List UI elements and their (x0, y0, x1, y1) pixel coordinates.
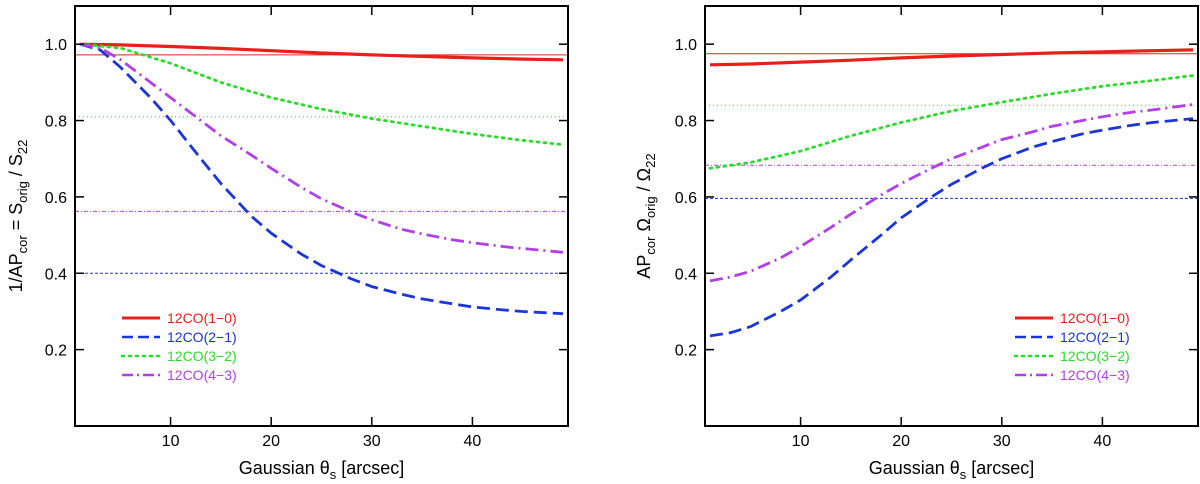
y-tick-label: 1.0 (45, 37, 67, 54)
legend-label: 12CO(4−3) (167, 367, 237, 383)
legend-label: 12CO(4−3) (1060, 367, 1130, 383)
y-tick-label: 0.6 (45, 190, 67, 207)
x-tick-label: 40 (1094, 433, 1112, 450)
x-axis-label: Gaussian θs [arcsec] (239, 458, 405, 482)
x-tick-label: 20 (262, 433, 280, 450)
legend-label: 12CO(3−2) (1060, 348, 1130, 364)
x-axis-label: Gaussian θs [arcsec] (869, 458, 1035, 482)
x-tick-label: 10 (792, 433, 810, 450)
legend-12co-2-1: 12CO(2−1) (122, 329, 237, 345)
legend-12co-4-3: 12CO(4−3) (122, 367, 237, 383)
series-12co-1-0 (709, 48, 1194, 67)
y-tick-label: 0.8 (45, 114, 67, 131)
series-12co-2-1 (709, 117, 1194, 338)
y-tick-label: 0.4 (45, 266, 67, 283)
right-panel: 10 20 30 40 0.2 0.4 0.6 0.8 1.0 Gaussian θs [arcs… (634, 5, 1199, 482)
legend-12co-1-0: 12CO(1−0) (1015, 310, 1130, 326)
legend-label: 12CO(1−0) (167, 310, 237, 326)
y-axis-label: 1/APcor = Sorig / S22 (6, 140, 30, 293)
plot-frame (704, 5, 1199, 427)
y-tick-label: 0.2 (45, 343, 67, 360)
y-tick-label: 0.2 (675, 343, 697, 360)
x-tick-label: 30 (363, 433, 381, 450)
legend-12co-3-2: 12CO(3−2) (120, 348, 237, 364)
y-tick-label: 0.8 (675, 114, 697, 131)
legend-12co-3-2: 12CO(3−2) (1013, 348, 1130, 364)
y-tick-label: 0.4 (675, 266, 697, 283)
x-tick-label: 30 (993, 433, 1011, 450)
legend-label: 12CO(2−1) (1060, 329, 1130, 345)
y-tick-label: 1.0 (675, 37, 697, 54)
x-tick-label: 20 (892, 433, 910, 450)
series-12co-2-1 (79, 42, 564, 316)
x-tick-label: 40 (464, 433, 482, 450)
legend-label: 12CO(1−0) (1060, 310, 1130, 326)
series-12co-1-0 (79, 42, 564, 62)
y-tick-label: 0.6 (675, 190, 697, 207)
legend-12co-4-3: 12CO(4−3) (1015, 367, 1130, 383)
series-12co-4-3 (79, 42, 564, 254)
legend-label: 12CO(2−1) (167, 329, 237, 345)
plot-frame (74, 5, 569, 427)
x-tick-label: 10 (162, 433, 180, 450)
series-12co-4-3 (709, 103, 1194, 283)
series-12co-3-2 (78, 42, 565, 147)
left-panel: 10 20 30 40 0.2 0.4 0.6 0.8 1.0 Gaussian θs [arcs… (6, 5, 569, 482)
y-axis-label: APcor Ωorig / Ω22 (634, 153, 658, 278)
series-12co-3-2 (708, 74, 1195, 170)
legend-label: 12CO(3−2) (167, 348, 237, 364)
legend-12co-1-0: 12CO(1−0) (122, 310, 237, 326)
legend-12co-2-1: 12CO(2−1) (1015, 329, 1130, 345)
